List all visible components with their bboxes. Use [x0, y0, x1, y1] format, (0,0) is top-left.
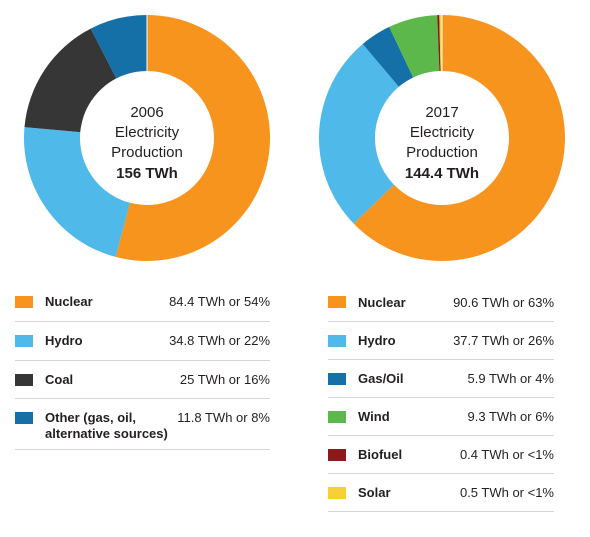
donut-slice-solar [439, 15, 442, 72]
legend-row: Biofuel 0.4 TWh or <1% [328, 436, 554, 474]
legend-swatch [328, 449, 346, 461]
donut-center-total-2006: 156 TWh [116, 165, 178, 182]
legend-value: 37.7 TWh or 26% [453, 333, 554, 348]
donut-slice-gas-oil [362, 26, 414, 87]
donut-slice-coal [24, 28, 117, 133]
legend-value: 25 TWh or 16% [179, 372, 270, 387]
legend-value: 5.9 TWh or 4% [467, 371, 554, 386]
legend-row: Other (gas, oil, alternative sources) 11… [15, 399, 270, 450]
legend-swatch [328, 296, 346, 308]
donut-slice-wind [389, 15, 440, 78]
legend-value: 0.5 TWh or <1% [459, 485, 554, 500]
legend-value: 9.3 TWh or 6% [467, 409, 554, 424]
donut-slice-other [90, 15, 147, 79]
donut-slice-nuclear [353, 15, 565, 261]
legend-label: Coal [45, 372, 74, 387]
legend-swatch [328, 373, 346, 385]
legend-value: 34.8 TWh or 22% [169, 333, 270, 348]
legend-value: 84.4 TWh or 54% [169, 294, 270, 309]
legend-swatch [15, 412, 33, 424]
legend-row: Coal 25 TWh or 16% [15, 361, 270, 399]
donut-center-year-2006: 2006 [130, 104, 163, 121]
legend-label: Biofuel [358, 447, 403, 462]
legend-swatch [15, 374, 33, 386]
donut-slice-hydro [319, 43, 399, 224]
legend-label: Nuclear [358, 295, 406, 310]
legend-swatch [15, 296, 33, 308]
legend-swatch [328, 335, 346, 347]
legend-row: Gas/Oil 5.9 TWh or 4% [328, 360, 554, 398]
legend-label: Wind [358, 409, 390, 424]
legend-label: Solar [358, 485, 391, 500]
legend-label-line2: alternative sources) [45, 426, 168, 441]
legend-2006: Nuclear 84.4 TWh or 54% Hydro 34.8 TWh o… [15, 283, 270, 450]
legend-value: 0.4 TWh or <1% [459, 447, 554, 462]
donut-center-line1-2017: Electricity [410, 124, 475, 141]
donut-slice-nuclear [115, 15, 271, 262]
legend-label: Other (gas, oil, [45, 410, 137, 425]
legend-label: Nuclear [45, 294, 93, 309]
legend-value: 11.8 TWh or 8% [177, 410, 270, 425]
donut-slice-hydro [24, 127, 130, 257]
legend-2017: Nuclear 90.6 TWh or 63% Hydro 37.7 TWh o… [328, 283, 554, 512]
legend-row: Nuclear 90.6 TWh or 63% [328, 283, 554, 322]
legend-swatch [328, 411, 346, 423]
legend-swatch [15, 335, 33, 347]
donut-center-line2-2017: Production [406, 144, 478, 161]
legend-swatch [328, 487, 346, 499]
donut-center-year-2017: 2017 [425, 104, 458, 121]
donut-center-total-2017: 144.4 TWh [405, 165, 479, 182]
donut-center-line2-2006: Production [111, 144, 183, 161]
legend-row: Hydro 37.7 TWh or 26% [328, 322, 554, 360]
legend-row: Solar 0.5 TWh or <1% [328, 474, 554, 512]
legend-row: Hydro 34.8 TWh or 22% [15, 322, 270, 361]
legend-label: Hydro [45, 333, 83, 348]
legend-row: Wind 9.3 TWh or 6% [328, 398, 554, 436]
donut-slice-biofuel [437, 15, 441, 72]
legend-row: Nuclear 84.4 TWh or 54% [15, 283, 270, 322]
donut-center-line1-2006: Electricity [115, 124, 180, 141]
legend-label: Hydro [358, 333, 396, 348]
legend-value: 90.6 TWh or 63% [453, 295, 554, 310]
donut-chart-2017: 2017 Electricity Production 144.4 TWh [319, 15, 565, 261]
legend-label: Gas/Oil [358, 371, 404, 386]
donut-chart-2006: 2006 Electricity Production 156 TWh [24, 15, 271, 262]
